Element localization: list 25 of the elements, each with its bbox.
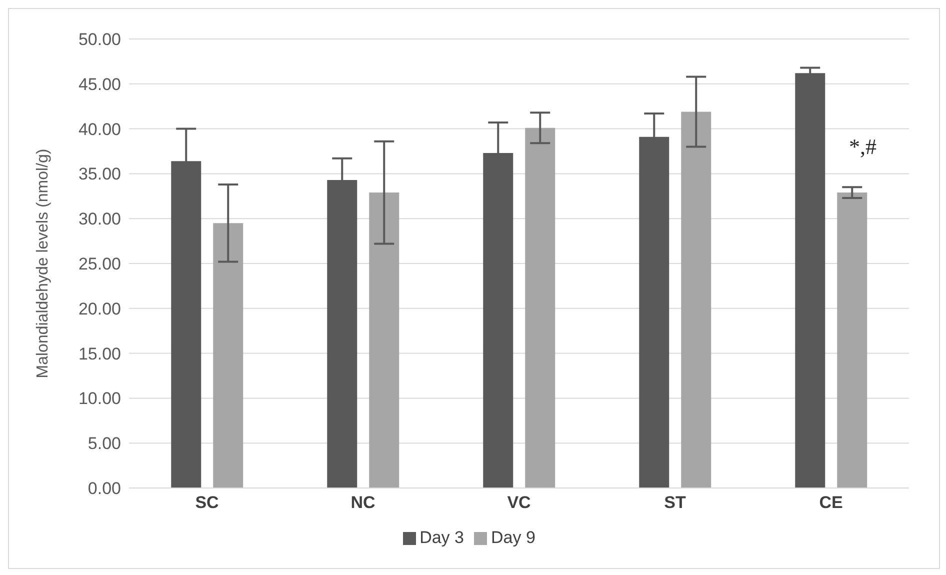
y-tick-label: 40.00 [78,120,121,139]
x-tick-label: VC [507,493,531,512]
bar [681,112,712,488]
x-tick-label: CE [819,493,843,512]
bar [369,192,400,488]
bar [837,192,868,488]
bar [213,223,244,488]
legend-label: Day 9 [491,528,536,547]
y-tick-label: 25.00 [78,254,121,274]
y-tick-label: 0.00 [88,479,121,498]
y-axis-title: Malondialdehyde levels (nmol/g) [34,148,52,378]
y-tick-label: 30.00 [78,210,121,229]
bar [525,128,556,488]
y-tick-label: 20.00 [78,299,121,318]
legend-label: Day 3 [420,528,464,547]
y-tick-label: 35.00 [78,164,121,184]
annotation: *,# [849,134,876,160]
x-tick-label: NC [350,493,376,512]
y-tick-label: 45.00 [78,74,121,94]
y-tick-label: 15.00 [78,344,121,364]
x-tick-label: SC [195,493,219,512]
y-tick-label: 50.00 [78,30,121,50]
y-tick-label: 5.00 [88,434,121,454]
x-tick-label: ST [664,493,686,512]
y-tick-label: 10.00 [78,389,121,408]
